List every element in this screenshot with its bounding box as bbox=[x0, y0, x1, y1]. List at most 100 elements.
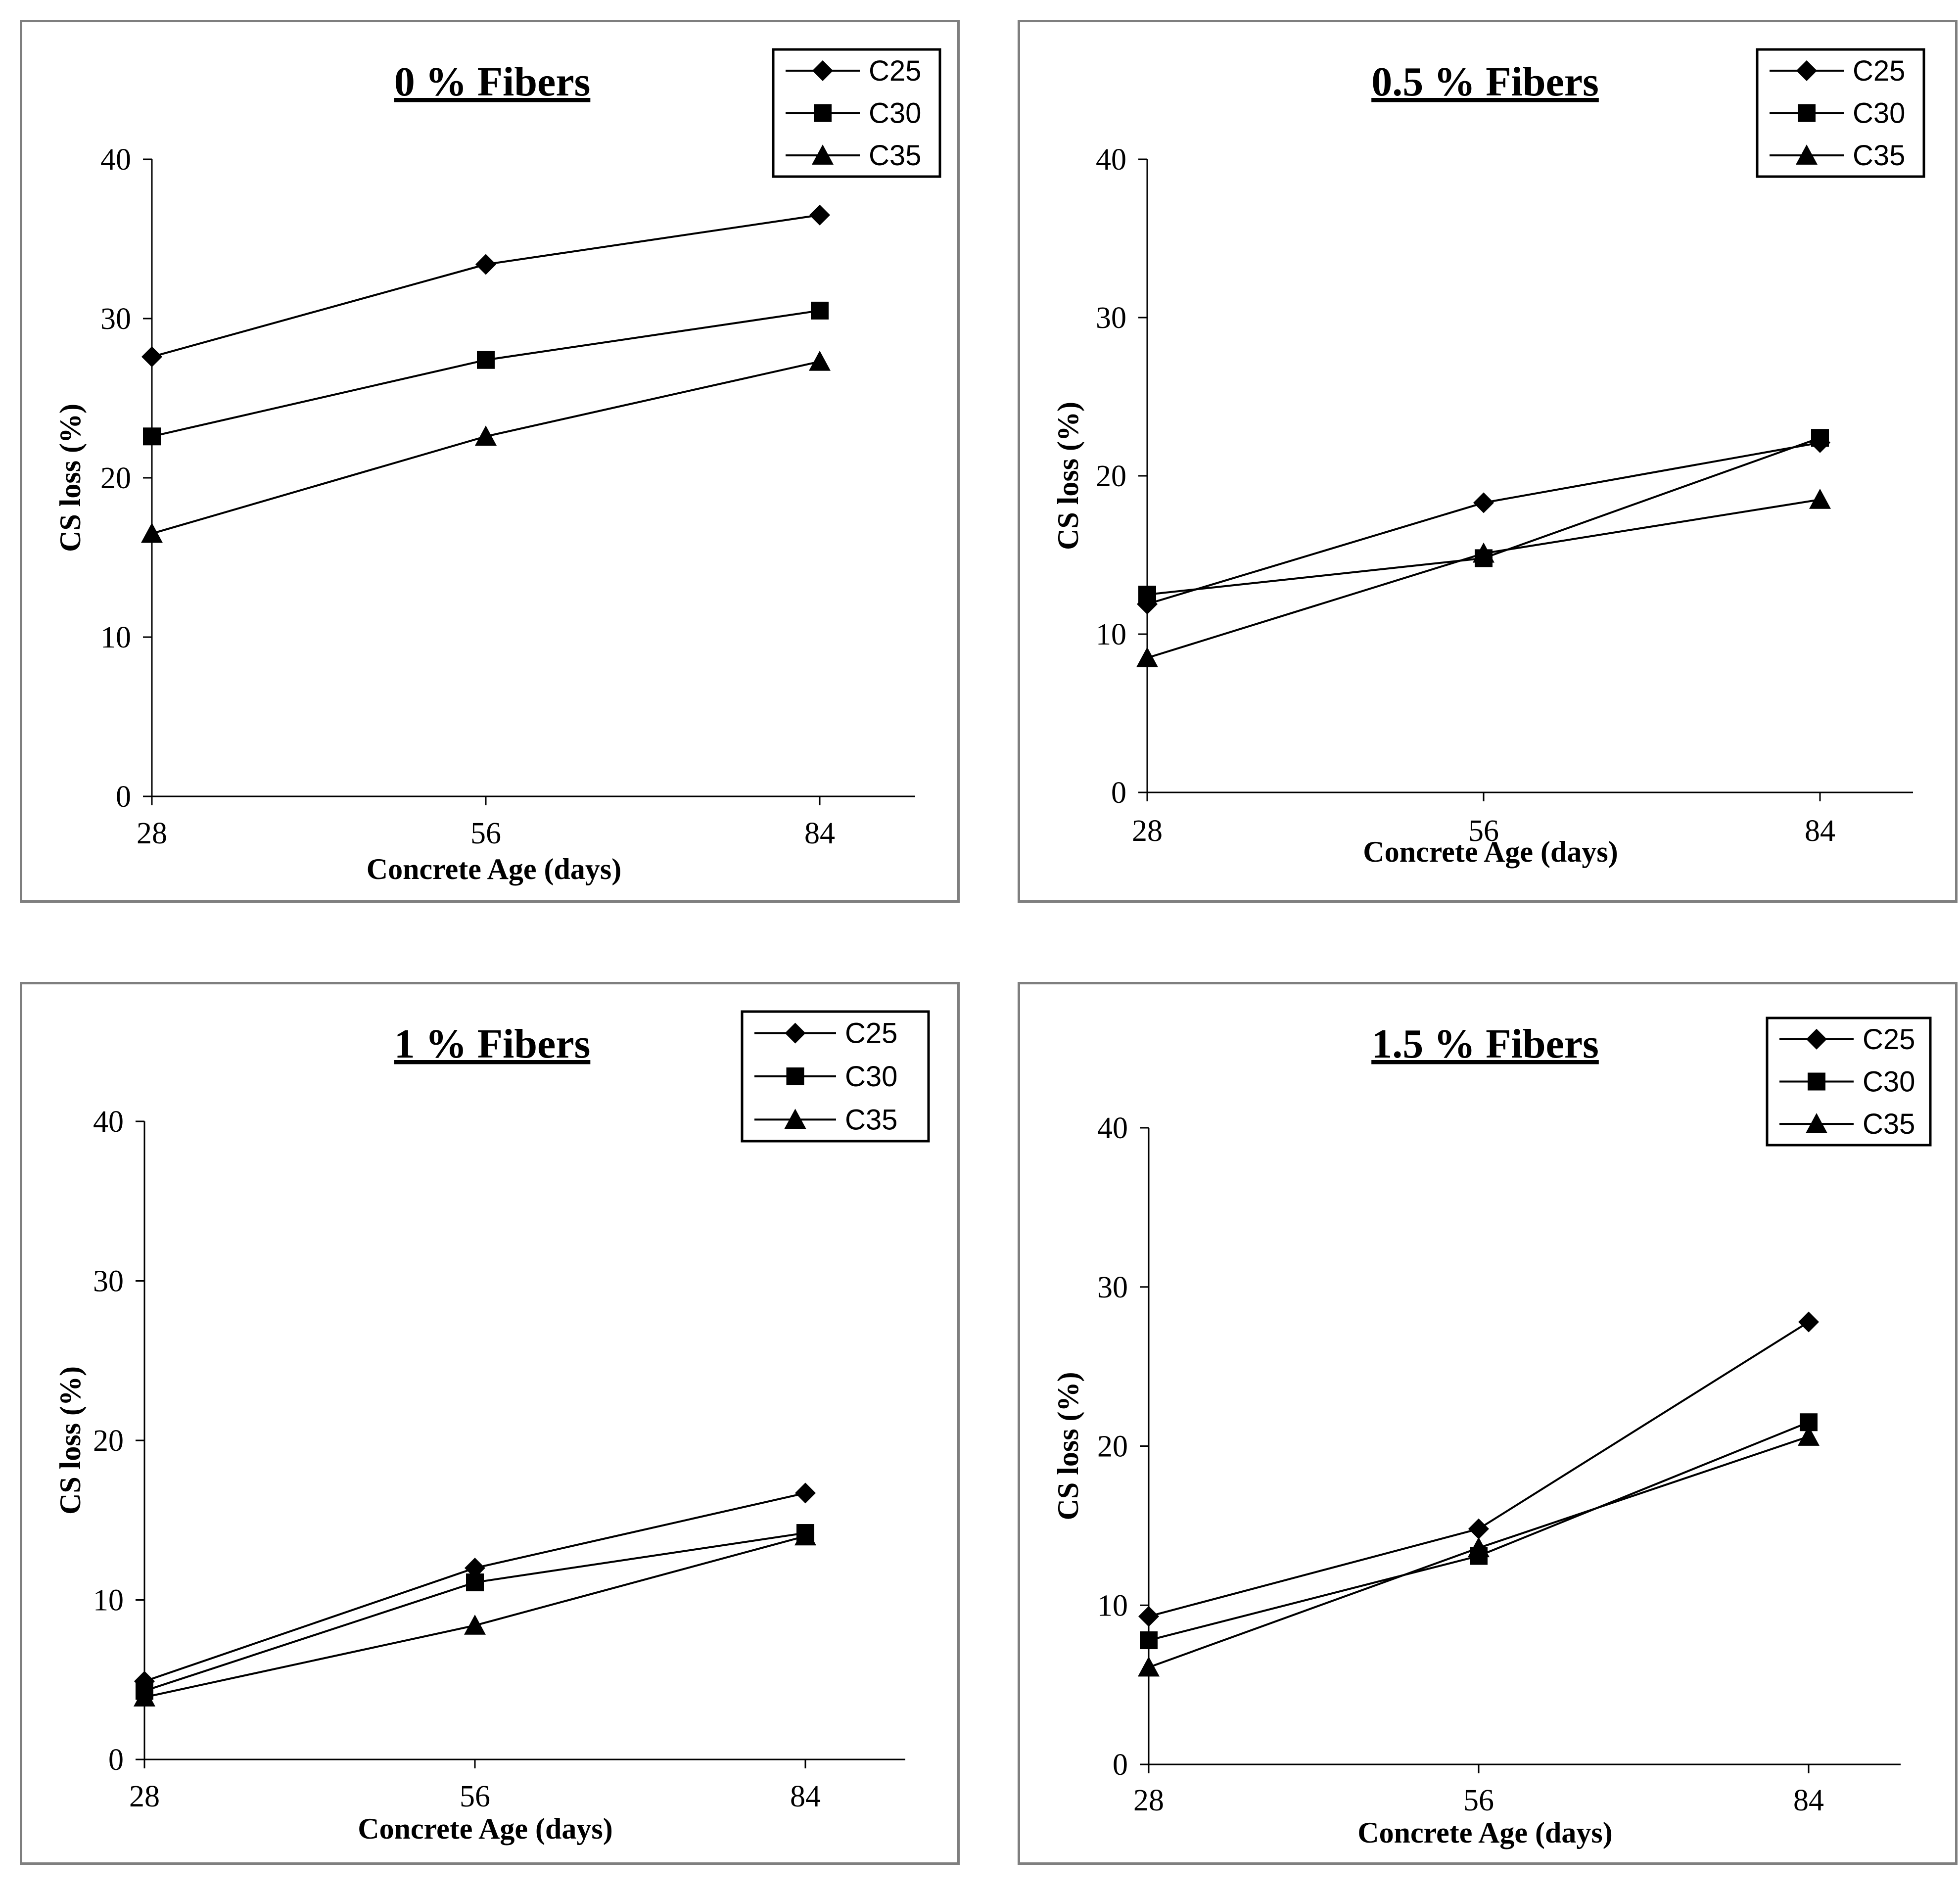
x-axis-label: Concrete Age (days) bbox=[367, 853, 621, 885]
series-c25 bbox=[141, 204, 830, 368]
x-tick-label: 56 bbox=[1468, 814, 1499, 848]
y-tick-label: 0 bbox=[1113, 1748, 1128, 1782]
data-point bbox=[809, 350, 831, 371]
x-tick-label: 56 bbox=[1463, 1784, 1494, 1817]
legend: C25 C30 C35 bbox=[1756, 48, 1925, 178]
series-line bbox=[1147, 441, 1820, 605]
data-point bbox=[1140, 1631, 1158, 1650]
y-axis-label: CS loss (%) bbox=[54, 1366, 87, 1515]
data-point bbox=[1811, 429, 1829, 447]
legend: C25 C30 C35 bbox=[1766, 1017, 1932, 1147]
y-tick-label: 0 bbox=[108, 1743, 124, 1777]
legend-marker bbox=[786, 1067, 804, 1085]
y-tick-label: 10 bbox=[1097, 1589, 1128, 1622]
legend-marker bbox=[812, 60, 833, 81]
data-point bbox=[1136, 647, 1158, 667]
legend-marker bbox=[1808, 1072, 1825, 1091]
legend-marker bbox=[1796, 144, 1818, 165]
data-point bbox=[141, 522, 163, 543]
x-tick-label: 28 bbox=[1133, 1784, 1164, 1817]
series-c25 bbox=[134, 1482, 816, 1692]
legend-label: C35 bbox=[1853, 139, 1905, 172]
series-line bbox=[151, 360, 820, 535]
data-point bbox=[475, 254, 496, 275]
legend-label: C35 bbox=[869, 139, 921, 172]
series-line bbox=[144, 1532, 806, 1692]
data-point bbox=[464, 1615, 486, 1635]
legend-label: C25 bbox=[1863, 1023, 1915, 1056]
data-point bbox=[1138, 1606, 1159, 1627]
legend-marker bbox=[785, 1022, 806, 1044]
chart-svg: 1.5 % Fibers 0 10 20 30 40 28 56 84 Concrete Age … bbox=[1052, 1017, 1932, 1849]
data-point bbox=[1468, 1537, 1490, 1558]
chart-title: 0 % Fibers bbox=[394, 59, 591, 105]
legend-label: C30 bbox=[1853, 97, 1905, 130]
series-c30 bbox=[136, 1524, 814, 1700]
series-c35 bbox=[1136, 489, 1831, 667]
y-tick-label: 20 bbox=[1097, 1430, 1128, 1464]
y-axis-label: CS loss (%) bbox=[1052, 1372, 1084, 1520]
x-axis-label: Concrete Age (days) bbox=[1357, 1816, 1612, 1849]
y-tick-label: 20 bbox=[1096, 460, 1126, 493]
data-point bbox=[1473, 542, 1494, 563]
series-c35 bbox=[1138, 1426, 1820, 1677]
y-tick-label: 40 bbox=[1096, 143, 1126, 177]
y-tick-label: 10 bbox=[1096, 618, 1126, 651]
data-point bbox=[134, 1686, 155, 1707]
legend: C25 C30 C35 bbox=[772, 48, 941, 178]
data-point bbox=[1468, 1518, 1489, 1539]
chart-svg: 1 % Fibers 0 10 20 30 40 28 56 84 Concrete Age (d… bbox=[54, 1010, 930, 1845]
legend-label: C35 bbox=[845, 1104, 897, 1136]
data-point bbox=[1809, 489, 1831, 509]
chart-title: 1.5 % Fibers bbox=[1371, 1021, 1599, 1067]
data-point bbox=[141, 346, 162, 368]
y-axis-label: CS loss (%) bbox=[54, 404, 87, 552]
chart-panel-0-5-fibers: 0.5 % Fibers 0 10 20 30 40 28 56 84 Concrete Age … bbox=[1018, 20, 1958, 903]
data-point bbox=[1473, 492, 1494, 513]
x-tick-label: 28 bbox=[137, 817, 167, 850]
data-point bbox=[795, 1482, 816, 1504]
chart-title: 1 % Fibers bbox=[394, 1021, 591, 1067]
y-tick-label: 40 bbox=[93, 1105, 124, 1139]
data-point bbox=[466, 1573, 484, 1592]
data-point bbox=[475, 425, 497, 446]
data-point bbox=[477, 351, 495, 369]
y-tick-label: 30 bbox=[100, 302, 131, 336]
data-point bbox=[809, 204, 830, 226]
chart-panel-1-5-fibers: 1.5 % Fibers 0 10 20 30 40 28 56 84 Concrete Age … bbox=[1018, 982, 1958, 1865]
y-tick-label: 30 bbox=[1096, 301, 1126, 335]
legend-marker bbox=[1798, 104, 1816, 122]
chart-panel-0-fibers: 0 % Fibers 0 10 20 30 40 28 56 84 Concrete Age (d… bbox=[20, 20, 960, 903]
x-tick-label: 84 bbox=[1793, 1784, 1824, 1817]
series-c25 bbox=[1138, 1311, 1819, 1627]
chart-svg: 0.5 % Fibers 0 10 20 30 40 28 56 84 Concrete Age … bbox=[1052, 48, 1925, 868]
data-point bbox=[465, 1558, 485, 1578]
legend-marker bbox=[814, 104, 832, 122]
data-point bbox=[1138, 586, 1156, 603]
y-tick-label: 0 bbox=[1111, 776, 1126, 810]
chart-title: 0.5 % Fibers bbox=[1371, 59, 1599, 105]
series-c35 bbox=[141, 350, 831, 543]
legend-marker bbox=[1806, 1113, 1827, 1133]
legend: C25 C30 C35 bbox=[741, 1010, 930, 1143]
y-tick-label: 10 bbox=[100, 621, 131, 654]
legend-label: C25 bbox=[845, 1017, 897, 1050]
series-line bbox=[151, 214, 820, 358]
chart-panel-1-fibers: 1 % Fibers 0 10 20 30 40 28 56 84 Concrete Age (d… bbox=[20, 982, 960, 1865]
x-tick-label: 84 bbox=[790, 1780, 821, 1813]
series-c25 bbox=[1137, 432, 1830, 615]
legend-label: C25 bbox=[869, 55, 921, 87]
legend-label: C30 bbox=[845, 1061, 897, 1093]
x-tick-label: 56 bbox=[470, 817, 501, 850]
y-tick-label: 10 bbox=[93, 1584, 124, 1618]
x-axis-label: Concrete Age (days) bbox=[1363, 835, 1618, 868]
chart-svg: 0 % Fibers 0 10 20 30 40 28 56 84 Concrete Age (d… bbox=[54, 48, 941, 885]
y-axis-label: CS loss (%) bbox=[1052, 402, 1084, 550]
legend-marker bbox=[1796, 60, 1817, 81]
data-point bbox=[143, 427, 161, 446]
y-tick-label: 30 bbox=[93, 1265, 124, 1298]
legend-marker bbox=[1806, 1028, 1827, 1050]
y-tick-label: 40 bbox=[100, 143, 131, 177]
y-tick-label: 40 bbox=[1097, 1111, 1128, 1145]
legend-label: C25 bbox=[1853, 55, 1905, 87]
